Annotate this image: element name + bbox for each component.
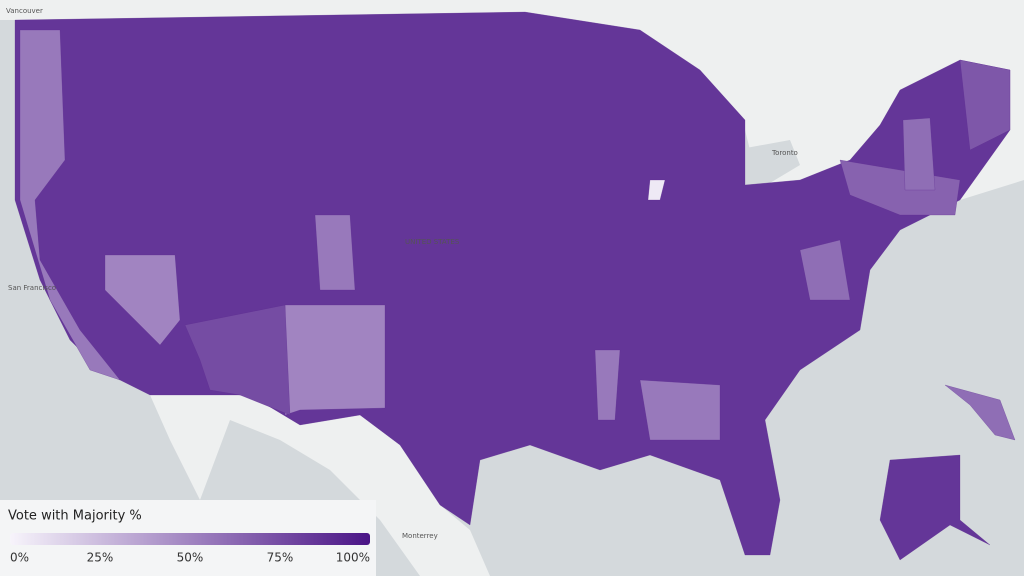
district-region: [639, 379, 721, 441]
legend-tick-label: 0%: [10, 551, 29, 565]
regions: [14, 11, 1016, 561]
legend-tick-label: 100%: [336, 551, 370, 565]
district-region: [19, 29, 121, 381]
district-region: [959, 59, 1011, 151]
district-region: [839, 159, 961, 216]
district-region: [184, 304, 291, 416]
mexico-land: [150, 395, 490, 576]
district-region: [799, 239, 851, 301]
district-region: [879, 454, 991, 561]
place-label: UNITED STATES: [405, 238, 460, 246]
district-region: [314, 214, 356, 291]
place-label: Vancouver: [6, 7, 43, 15]
district-region: [647, 179, 666, 201]
district-region: [284, 304, 386, 416]
place-label: San Francisco: [8, 284, 56, 292]
district-region: [944, 384, 1016, 441]
legend-ticks: 0% 25% 50% 75% 100%: [10, 551, 370, 565]
legend-bar: [10, 533, 370, 545]
district-region: [594, 349, 621, 421]
legend-title: Vote with Majority %: [8, 509, 142, 524]
district-region: [104, 254, 181, 346]
legend-tick-label: 50%: [177, 551, 204, 565]
lake: [735, 140, 800, 195]
legend-tick-label: 75%: [267, 551, 294, 565]
place-label: Toronto: [771, 149, 798, 157]
district-region: [902, 117, 936, 191]
legend-tick-label: 25%: [87, 551, 114, 565]
place-label: Monterrey: [402, 532, 438, 540]
